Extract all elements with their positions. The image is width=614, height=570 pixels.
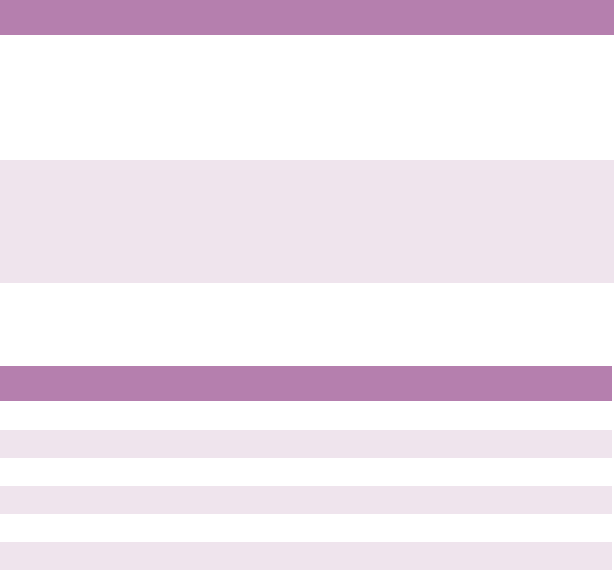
table-row	[0, 401, 612, 430]
table-header	[0, 366, 612, 401]
table-row	[0, 458, 612, 486]
table-row	[0, 430, 612, 458]
table	[0, 366, 612, 570]
table-row	[0, 514, 612, 542]
table-row	[0, 542, 612, 570]
top-bar	[0, 0, 614, 35]
table-row	[0, 486, 612, 514]
highlight-section	[0, 160, 614, 283]
white-section	[0, 35, 614, 160]
